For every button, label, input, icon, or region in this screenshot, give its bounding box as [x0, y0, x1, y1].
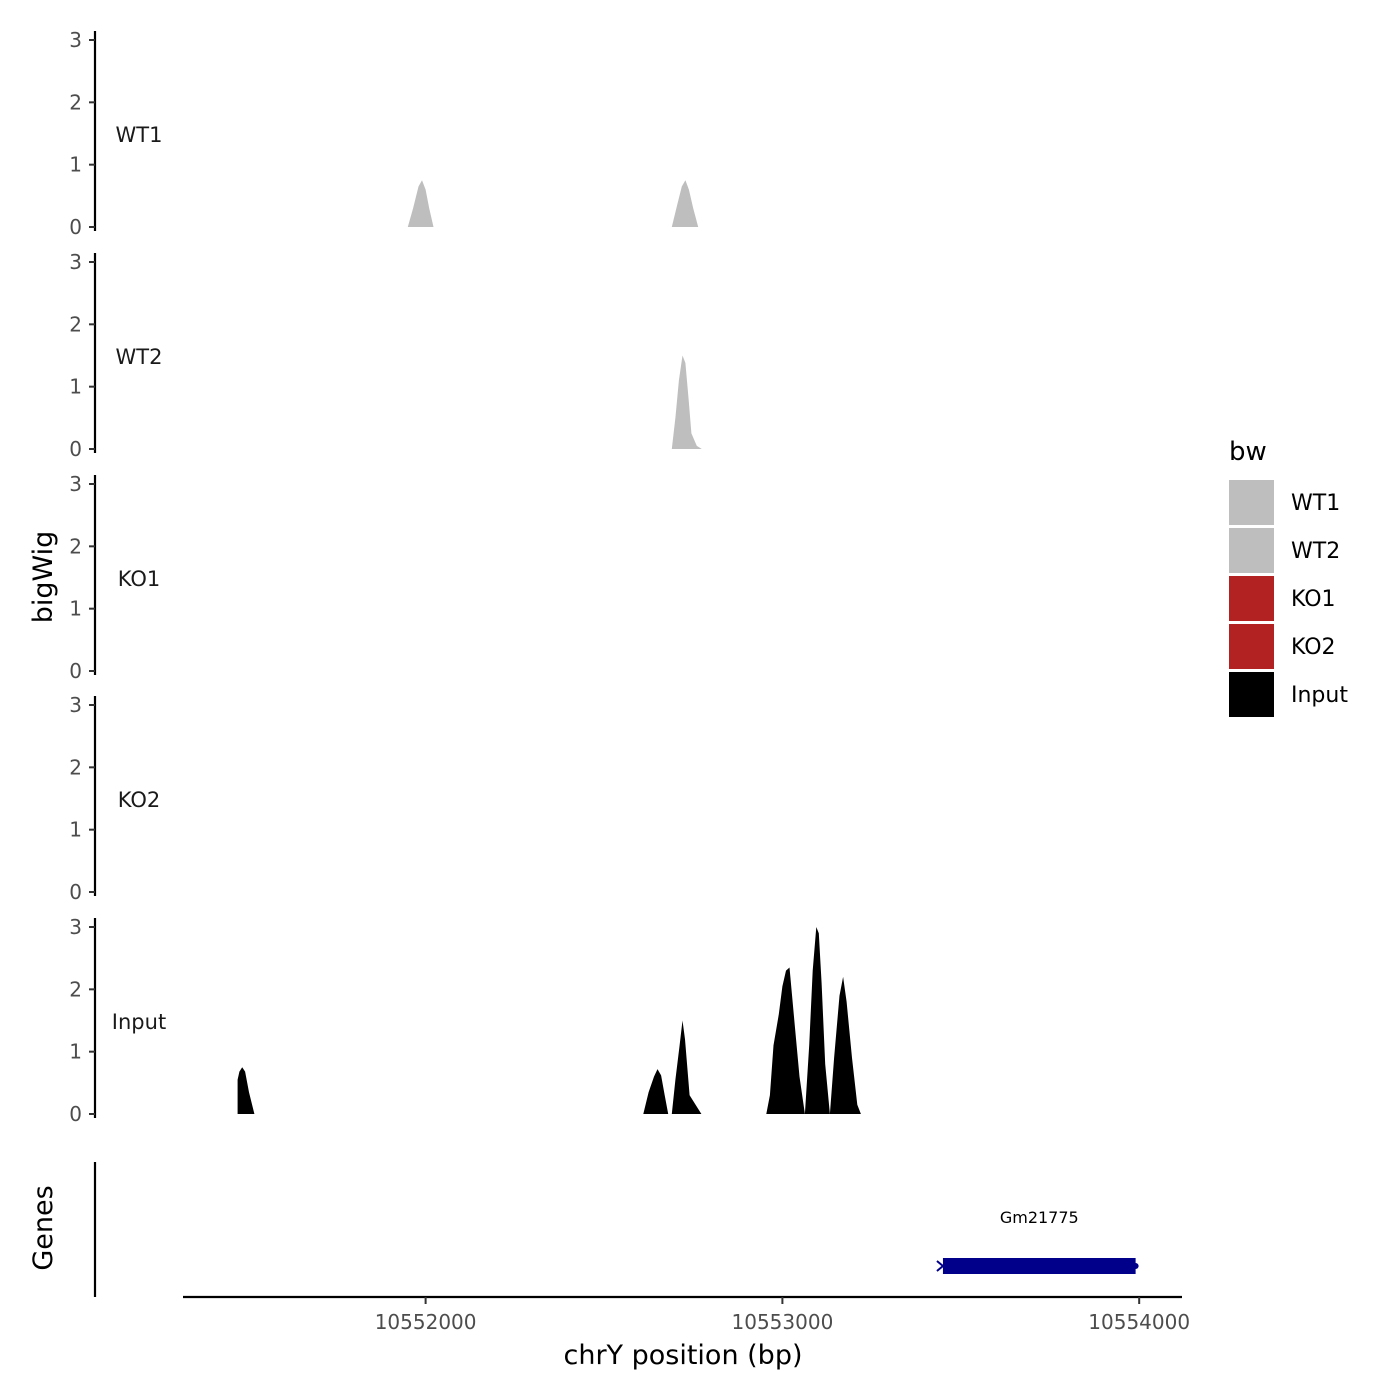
track-wt1: 0 1 2 3 WT1: [69, 28, 699, 239]
y-tick-label: 1: [69, 375, 82, 399]
track-label: Input: [112, 1010, 166, 1034]
legend-label: KO2: [1291, 635, 1336, 660]
legend-label: WT1: [1291, 491, 1340, 516]
legend-swatch: [1229, 624, 1274, 669]
legend-swatch: [1229, 480, 1274, 525]
signal-peak: [671, 180, 699, 227]
signal-peak: [671, 355, 702, 449]
y-tick-label: 0: [69, 215, 82, 239]
gene-strand-arrow: [936, 1260, 945, 1272]
signal-peak: [643, 1069, 669, 1114]
y-tick-label: 3: [69, 472, 82, 496]
legend-label: WT2: [1291, 539, 1340, 564]
track-label: WT2: [116, 345, 163, 369]
legend-title: bw: [1229, 437, 1267, 467]
genes-panel-title: Genes: [28, 1185, 59, 1270]
track-label: WT1: [116, 123, 163, 147]
track-input: 0 1 2 3 Input: [69, 915, 861, 1126]
y-tick-label: 0: [69, 659, 82, 683]
y-tick-label: 0: [69, 880, 82, 904]
legend-swatch: [1229, 528, 1274, 573]
signal-peak: [671, 1020, 702, 1114]
signal-peak: [766, 967, 805, 1114]
y-tick-label: 0: [69, 1102, 82, 1126]
y-tick-label: 3: [69, 915, 82, 939]
track-ko2: 0 1 2 3 KO2: [69, 693, 160, 904]
y-tick-label: 1: [69, 597, 82, 621]
signal-peak: [804, 927, 830, 1114]
y-tick-label: 1: [69, 1040, 82, 1064]
legend-swatch: [1229, 576, 1274, 621]
legend: bw WT1 WT2 KO1 KO2 Input: [1229, 437, 1348, 717]
signal-peak: [829, 976, 861, 1114]
y-tick-label: 2: [69, 977, 82, 1001]
x-axis-title: chrY position (bp): [563, 1340, 802, 1371]
legend-label: KO1: [1291, 587, 1336, 612]
x-tick-label: 10554000: [1088, 1310, 1190, 1334]
legend-swatch: [1229, 672, 1274, 717]
x-axis: 10552000 10553000 10554000: [375, 1297, 1190, 1334]
y-tick-label: 2: [69, 534, 82, 558]
x-tick-label: 10553000: [732, 1310, 834, 1334]
track-wt2: 0 1 2 3 WT2: [69, 250, 702, 461]
signal-peak: [407, 180, 434, 227]
legend-label: Input: [1291, 683, 1348, 708]
track-label: KO1: [118, 567, 161, 591]
y-tick-label: 2: [69, 312, 82, 336]
x-tick-label: 10552000: [375, 1310, 477, 1334]
genes-panel: Gm21775: [93, 1162, 1182, 1299]
y-tick-label: 0: [69, 437, 82, 461]
y-tick-label: 2: [69, 90, 82, 114]
y-tick-label: 3: [69, 28, 82, 52]
tracks-layer: 0 1 2 3 WT1 0 1 2 3 WT2 0 1 2 3 KO1 0 1 2 3 KO2 0 1 2 3 Input: [69, 28, 861, 1126]
gene-body: [942, 1258, 1136, 1274]
y-tick-label: 3: [69, 693, 82, 717]
y-tick-label: 1: [69, 153, 82, 177]
y-tick-label: 1: [69, 818, 82, 842]
y-tick-label: 3: [69, 250, 82, 274]
signal-peak: [237, 1067, 255, 1114]
track-label: KO2: [118, 788, 161, 812]
gene-end-marker: [1132, 1263, 1139, 1269]
gene-label: Gm21775: [1000, 1208, 1079, 1227]
track-ko1: 0 1 2 3 KO1: [69, 472, 160, 683]
y-axis-title: bigWig: [28, 531, 59, 624]
y-tick-label: 2: [69, 755, 82, 779]
